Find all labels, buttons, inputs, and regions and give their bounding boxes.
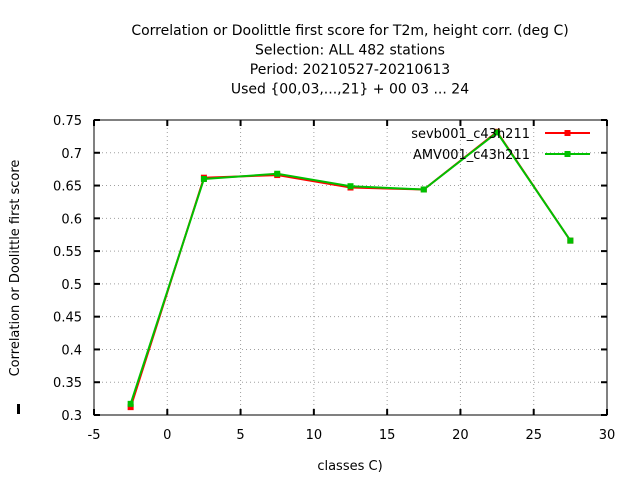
x-tick-label: 30 [599,428,616,443]
legend-swatch-marker [564,151,571,157]
x-tick-label: 15 [379,428,396,443]
legend: sevb001_c43h211 AMV001_c43h211 [411,127,590,163]
y-tick-label: 0.3 [61,409,82,424]
title-line-2: Selection: ALL 482 stations [255,43,445,59]
data-point [420,186,427,193]
plot-frame [93,119,608,416]
data-point [127,400,134,407]
x-tick-label: 0 [163,428,171,443]
y-axis-marker [17,404,20,414]
title-line-3: Period: 20210527-20210613 [250,62,450,78]
axis-ticks: -5 0 5 10 15 20 25 30 0.3 0.35 0.4 0.45 0.5 0.55 0.6 0.… [53,114,615,443]
series-group [127,128,574,411]
y-tick-label: 0.45 [53,311,82,326]
x-tick-label: -5 [88,428,101,443]
y-tick-label: 0.6 [61,212,82,227]
data-point [567,237,574,244]
x-tick-label: 25 [525,428,542,443]
x-tick-label: 10 [306,428,323,443]
data-point [127,404,134,411]
legend-label: AMV001_c43h211 [413,148,530,163]
legend-swatch-marker [564,130,571,136]
y-tick-label: 0.35 [53,376,82,391]
y-tick-label: 0.5 [61,278,82,293]
y-axis-label: Correlation or Doolittle first score [8,160,23,377]
chart-title: Correlation or Doolittle first score for… [131,23,568,98]
data-point [200,176,207,182]
y-tick-label: 0.4 [61,343,82,358]
series-line [129,131,572,405]
title-line-4: Used {00,03,...,21} + 00 03 ... 24 [231,82,469,98]
y-tick-label: 0.7 [61,147,82,162]
series-2 [127,129,574,407]
y-tick-label: 0.75 [53,114,82,129]
data-point [274,170,281,177]
grid [94,120,607,415]
title-line-1: Correlation or Doolittle first score for… [131,23,568,39]
y-tick-label: 0.65 [53,180,82,195]
data-point [494,129,501,136]
x-tick-label: 20 [452,428,469,443]
data-point [347,183,354,190]
x-tick-label: 5 [236,428,244,443]
legend-label: sevb001_c43h211 [411,127,530,142]
x-axis-label: classes C) [317,459,382,474]
y-tick-label: 0.55 [53,245,82,260]
series-line [129,130,572,408]
series-1 [127,128,574,411]
